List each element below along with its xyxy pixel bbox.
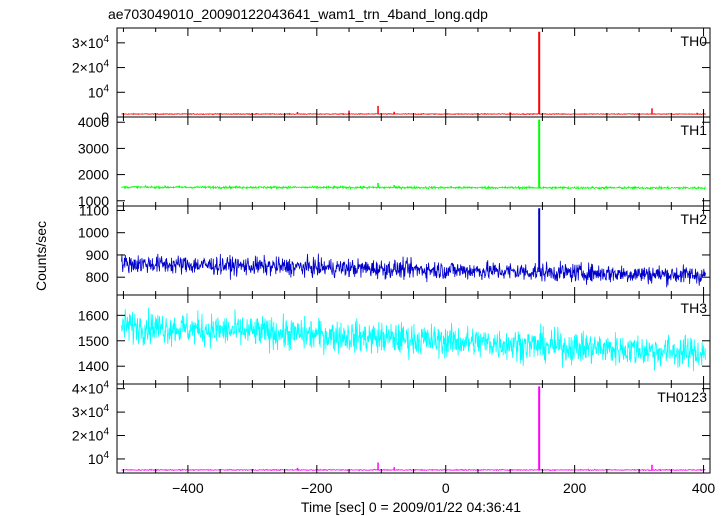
y-axis-label: Counts/sec	[33, 221, 49, 291]
panel-label-th2: TH2	[681, 211, 708, 227]
chart-title: ae703049010_20090122043641_wam1_trn_4ban…	[108, 6, 488, 22]
y-tick-label: 1100	[79, 202, 109, 218]
panel-th0123: 104 2×104 3×104 4×104 TH0123	[72, 380, 711, 474]
panel-frame	[116, 205, 711, 296]
panel-frame	[116, 383, 711, 474]
panel-label-th3: TH3	[681, 300, 708, 316]
series-line-th3	[121, 307, 706, 372]
panel-label-th0123: TH0123	[657, 389, 707, 405]
y-tick-label: 104	[88, 450, 110, 467]
x-tick-label: −400	[172, 480, 204, 496]
y-tick-label: 3×104	[72, 34, 110, 51]
x-axis: −400 −200 0 200 400	[172, 480, 715, 496]
panels-group: 0 104 2×104 3×104 TH0 1000 2000 3000 4000 TH1 800 9…	[72, 27, 711, 474]
y-tick-label: 1000	[78, 225, 109, 241]
y-tick-label: 800	[86, 269, 110, 285]
y-tick-label: 4000	[78, 114, 109, 130]
panel-label-th0: TH0	[681, 33, 708, 49]
y-tick-label: 4×104	[72, 380, 110, 397]
y-tick-label: 104	[88, 83, 110, 100]
panel-th3: 1400 1500 1600 TH3	[78, 294, 711, 385]
series-line-th1	[121, 184, 706, 191]
y-tick-label: 3×104	[72, 403, 110, 420]
x-tick-label: −200	[301, 480, 333, 496]
y-tick-label: 1000	[78, 193, 109, 209]
x-tick-label: 200	[563, 480, 587, 496]
panel-th0: 0 104 2×104 3×104 TH0	[72, 27, 711, 125]
panel-th2: 800 900 1000 1100 TH2	[78, 202, 711, 296]
panel-frame	[116, 116, 711, 207]
x-axis-label: Time [sec] 0 = 2009/01/22 04:36:41	[301, 499, 521, 515]
panel-frame	[116, 27, 711, 118]
y-tick-label: 2×104	[72, 427, 110, 444]
y-tick-label: 0	[101, 109, 109, 125]
y-tick-label: 2000	[78, 167, 109, 183]
panel-th1: 1000 2000 3000 4000 TH1	[78, 114, 711, 209]
y-tick-label: 1600	[78, 307, 109, 323]
y-tick-label: 900	[86, 247, 110, 263]
y-tick-label: 1400	[78, 358, 109, 374]
x-tick-label: 0	[442, 480, 450, 496]
y-tick-label: 3000	[78, 140, 109, 156]
y-tick-label: 2×104	[72, 59, 110, 76]
x-tick-label: 400	[692, 480, 716, 496]
series-line-th2	[121, 253, 706, 288]
y-tick-label: 1500	[78, 333, 109, 349]
panel-label-th1: TH1	[681, 122, 708, 138]
